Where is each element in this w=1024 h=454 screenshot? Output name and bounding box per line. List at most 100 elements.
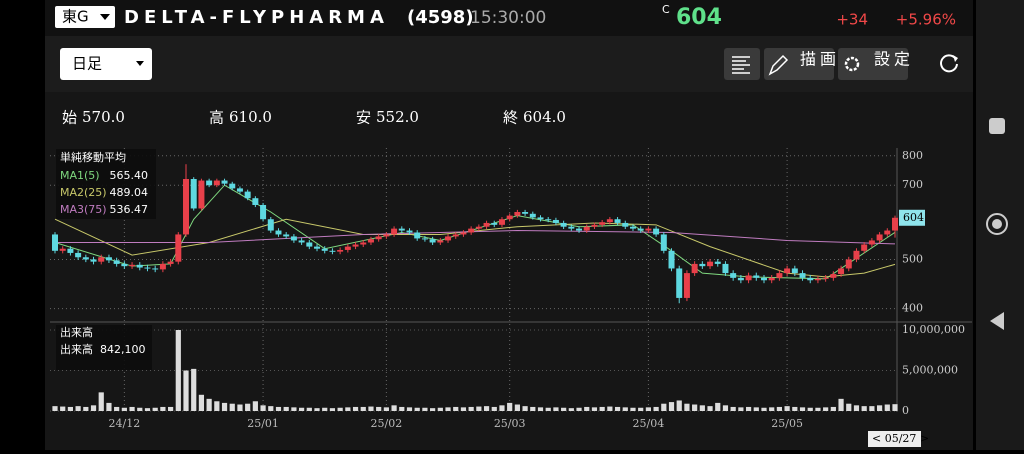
nav-back[interactable] (990, 312, 1004, 330)
volume-bar (67, 406, 74, 411)
volume-bar (214, 401, 220, 411)
volume-bar (476, 406, 482, 411)
volume-bar (530, 406, 536, 411)
candle-body (784, 268, 791, 274)
nav-recent[interactable] (989, 118, 1005, 134)
market-select[interactable] (55, 6, 115, 28)
refresh-button[interactable] (940, 54, 958, 73)
volume-bar (453, 406, 459, 411)
vol-legend-name: 出来高 (60, 342, 93, 356)
y-tick-label: 700 (902, 178, 923, 191)
candle-body (321, 248, 328, 251)
candle-body (730, 273, 737, 278)
candle-body (861, 244, 868, 251)
volume-bar (445, 407, 451, 411)
volume-bar (823, 407, 829, 411)
icon (768, 54, 789, 76)
ohlc-value: 604.0 (523, 108, 566, 126)
candle-body (421, 238, 428, 240)
volume-bar (738, 407, 744, 411)
ohlc-value: 552.0 (376, 108, 419, 126)
volume-bar (322, 407, 328, 411)
volume-bar (653, 406, 659, 411)
volume-bar (275, 406, 282, 411)
volume-bar (661, 403, 667, 411)
candle-body (599, 222, 606, 225)
candle-body (892, 217, 898, 231)
candle-body (136, 264, 143, 268)
price-tag-bg (899, 209, 925, 226)
candle-body (429, 239, 436, 243)
candle-body (545, 219, 552, 221)
candle-body (252, 198, 259, 205)
candle-body (391, 228, 398, 235)
volume-bar (545, 407, 551, 411)
volume-bar (522, 406, 528, 411)
indicator-button[interactable] (724, 48, 760, 80)
time: 15:30:00 (470, 8, 546, 28)
period-select[interactable] (60, 48, 152, 80)
volume-bar (167, 406, 174, 411)
volume-bar (345, 407, 351, 411)
volume-bar (846, 403, 852, 411)
ma-legend-bg (56, 149, 156, 219)
candle-body (629, 226, 636, 229)
volume-bar (191, 368, 197, 411)
candle-body (622, 222, 629, 227)
volume-bar (198, 394, 205, 411)
candle-body (229, 183, 236, 189)
candle-body (352, 244, 359, 247)
candle-body (105, 257, 112, 261)
candle-body (722, 263, 729, 274)
volume-bar (599, 406, 605, 411)
volume-bar (761, 407, 767, 411)
candle-body (198, 180, 205, 209)
candle-body (522, 211, 529, 214)
candle-body (406, 230, 413, 233)
candle-body (614, 219, 621, 223)
draw-button[interactable] (764, 48, 834, 80)
volume-bar (884, 404, 890, 411)
candle-body (506, 215, 513, 220)
candle-body (568, 226, 575, 229)
candle-body (830, 274, 837, 278)
volume-bar (807, 407, 813, 411)
volume-bar (260, 405, 266, 411)
volume-bar (129, 406, 135, 411)
volume-bar (838, 398, 844, 411)
volume-bar (815, 407, 821, 411)
volume-bar (106, 402, 112, 411)
candle-body (591, 224, 598, 227)
settings-button[interactable] (838, 48, 908, 80)
candle-body (152, 268, 159, 270)
volume-bar (668, 402, 675, 411)
nav-home[interactable] (986, 213, 1008, 235)
ma-legend-value: 489.04 (110, 186, 149, 199)
volume-bar (553, 407, 559, 411)
candle-body (367, 239, 374, 243)
candle-body (676, 268, 683, 298)
volume-bar (576, 407, 582, 411)
volume-bar (491, 406, 497, 411)
volume-bar (537, 407, 544, 411)
volume-bar (422, 407, 428, 411)
y-tick-label: 500 (902, 252, 923, 265)
volume-bar (60, 406, 66, 411)
candle-body (414, 232, 421, 239)
candle-body (113, 260, 120, 264)
volume-bar (352, 406, 359, 411)
market: 東G (62, 8, 89, 26)
ma-legend-name: MA3(75) (60, 203, 107, 216)
ma-legend-title: 単純移動平均 (60, 150, 126, 164)
candle-body (699, 263, 706, 267)
candle-body (884, 230, 891, 235)
candle-body (468, 228, 475, 233)
icon (732, 56, 750, 74)
vol-legend-value: 842,100 (100, 343, 146, 356)
volume-bar (692, 404, 698, 411)
change: +34 (836, 11, 868, 29)
candle-body (660, 234, 667, 251)
chart-bg (45, 92, 973, 450)
volume-bar (722, 405, 729, 411)
